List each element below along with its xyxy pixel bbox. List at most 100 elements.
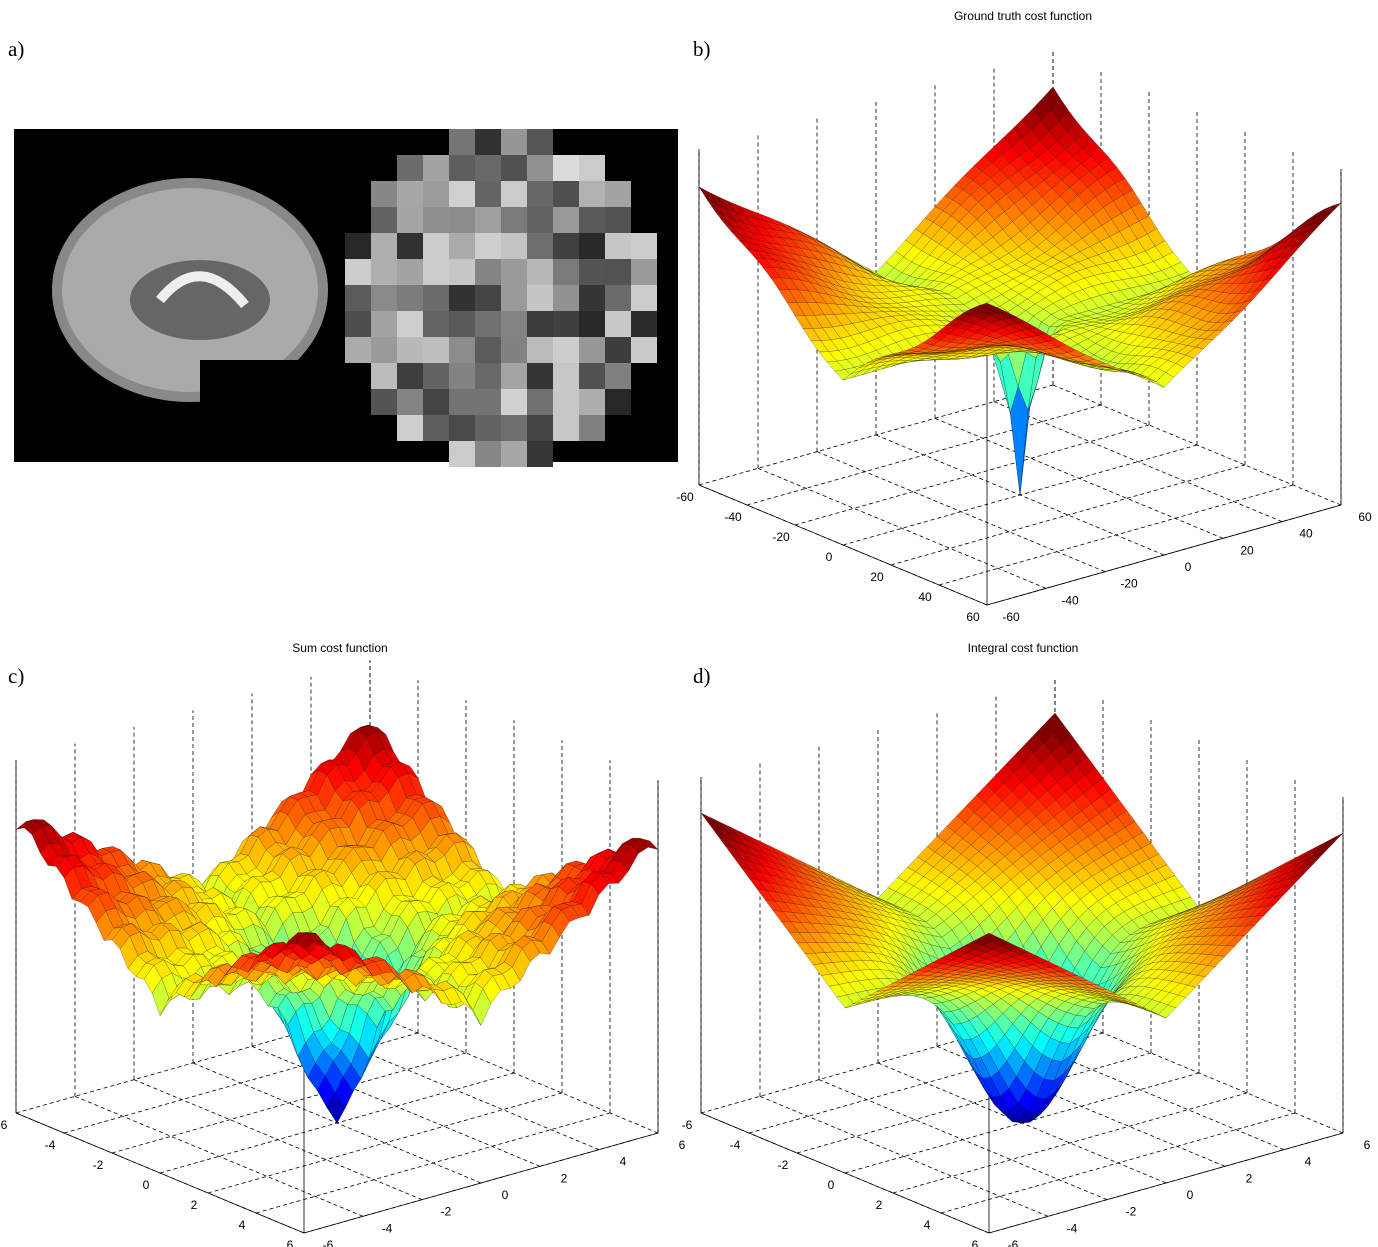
pixel bbox=[449, 441, 475, 467]
pixel bbox=[553, 389, 579, 415]
b-tick-label: -2 bbox=[1126, 1205, 1137, 1219]
b-tick-label: 60 bbox=[1358, 510, 1372, 524]
a-tick-label: -6 bbox=[0, 1118, 8, 1132]
floor-grid bbox=[759, 1095, 1049, 1217]
surface-cell bbox=[980, 932, 1000, 942]
pixel bbox=[579, 233, 605, 259]
pixel bbox=[527, 441, 553, 467]
b-tick-label: -2 bbox=[441, 1205, 452, 1219]
b-tick-label: -4 bbox=[382, 1221, 393, 1235]
panel-label: c) bbox=[8, 664, 24, 688]
mri-content bbox=[20, 129, 657, 467]
panel-title: Integral cost function bbox=[968, 641, 1079, 655]
pixel bbox=[579, 155, 605, 181]
pixel bbox=[371, 207, 397, 233]
pixel bbox=[501, 181, 527, 207]
a-tick-label: -20 bbox=[772, 530, 790, 544]
pixel bbox=[501, 389, 527, 415]
pixel bbox=[449, 363, 475, 389]
pixel bbox=[579, 285, 605, 311]
a-tick-label: 0 bbox=[828, 1178, 835, 1192]
pixel bbox=[553, 181, 579, 207]
floor-grid bbox=[1054, 1012, 1344, 1134]
pixel bbox=[527, 285, 553, 311]
floor-grid bbox=[890, 464, 1246, 566]
pixel bbox=[449, 337, 475, 363]
a-tick-label: -4 bbox=[45, 1138, 56, 1152]
box-edge bbox=[15, 1112, 659, 1234]
pixel bbox=[475, 337, 501, 363]
a-tick-label: -6 bbox=[682, 1118, 693, 1132]
a-tick-label: 40 bbox=[918, 590, 932, 604]
panel-title: Sum cost function bbox=[292, 641, 387, 655]
pixel bbox=[501, 415, 527, 441]
pixel bbox=[475, 415, 501, 441]
floor-grid bbox=[369, 1012, 659, 1134]
b-tick-label: 4 bbox=[1305, 1155, 1312, 1169]
pixel bbox=[397, 207, 423, 233]
floor-grid bbox=[794, 424, 1150, 526]
pixel bbox=[631, 285, 657, 311]
surface-plot: -6 -4 -2 0 2 4 6 -6 -4 -2 0 2 4 6 bbox=[682, 677, 1371, 1247]
pixel bbox=[449, 233, 475, 259]
pixel bbox=[423, 155, 449, 181]
a-tick-label: 6 bbox=[972, 1238, 979, 1247]
pixel bbox=[631, 233, 657, 259]
pixel bbox=[553, 363, 579, 389]
a-tick-label: 2 bbox=[191, 1198, 198, 1212]
pixel bbox=[397, 389, 423, 415]
pixel bbox=[397, 233, 423, 259]
pixel bbox=[475, 441, 501, 467]
b-tick-label: 2 bbox=[561, 1171, 568, 1185]
surface-cell bbox=[295, 932, 315, 950]
a-tick-label: -4 bbox=[730, 1138, 741, 1152]
pixel bbox=[423, 207, 449, 233]
floor-grid bbox=[74, 1095, 364, 1217]
b-tick-label: 6 bbox=[679, 1138, 686, 1152]
pixel bbox=[397, 311, 423, 337]
pixel bbox=[475, 259, 501, 285]
pixel bbox=[605, 259, 631, 285]
b-tick-label: 6 bbox=[1364, 1138, 1371, 1152]
pixel bbox=[423, 311, 449, 337]
a-tick-label: 20 bbox=[870, 570, 884, 584]
pixel bbox=[423, 285, 449, 311]
brain bbox=[156, 271, 249, 309]
pixel bbox=[449, 207, 475, 233]
floor-grid bbox=[251, 1045, 541, 1167]
pixel bbox=[579, 181, 605, 207]
pixel bbox=[553, 207, 579, 233]
pixel bbox=[605, 311, 631, 337]
floor-grid bbox=[993, 401, 1283, 523]
pixel bbox=[501, 285, 527, 311]
pixel bbox=[527, 363, 553, 389]
pixel bbox=[449, 285, 475, 311]
surface-plot: -6 -4 -2 0 2 4 6 -6 -4 -2 0 2 4 6 bbox=[0, 660, 686, 1247]
pixel bbox=[397, 285, 423, 311]
surface-cell bbox=[978, 302, 998, 310]
a-tick-label: 60 bbox=[966, 610, 980, 624]
b-tick-label: -60 bbox=[1002, 610, 1020, 624]
b-tick-label: -6 bbox=[1008, 1238, 1019, 1247]
pixel bbox=[397, 155, 423, 181]
pixel bbox=[501, 233, 527, 259]
pixel bbox=[423, 233, 449, 259]
brain bbox=[130, 260, 270, 340]
a-tick-label: 0 bbox=[826, 550, 833, 564]
pixel bbox=[553, 155, 579, 181]
pixel bbox=[397, 337, 423, 363]
floor-grid bbox=[111, 1052, 467, 1154]
pixel bbox=[449, 155, 475, 181]
pixel bbox=[345, 259, 371, 285]
pixel bbox=[423, 259, 449, 285]
pixel bbox=[345, 337, 371, 363]
pixel bbox=[371, 389, 397, 415]
b-tick-label: 40 bbox=[1299, 527, 1313, 541]
a-tick-label: -2 bbox=[93, 1158, 104, 1172]
pixel bbox=[449, 259, 475, 285]
b-tick-label: -6 bbox=[323, 1238, 334, 1247]
pixel bbox=[527, 233, 553, 259]
b-tick-label: -4 bbox=[1067, 1221, 1078, 1235]
pixel bbox=[475, 129, 501, 155]
